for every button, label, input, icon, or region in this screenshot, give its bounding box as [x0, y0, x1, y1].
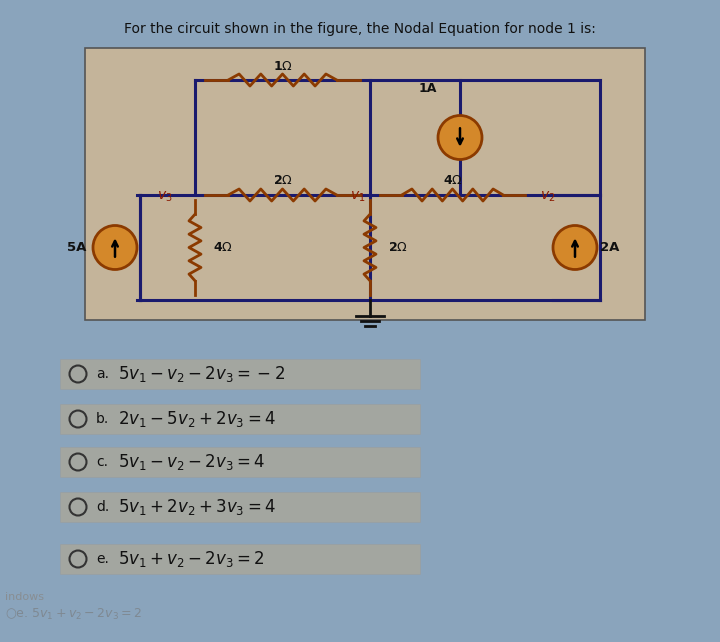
Text: $v_1$: $v_1$ — [349, 190, 365, 204]
Text: e.: e. — [96, 552, 109, 566]
Text: $5v_1 - v_2 - 2v_3 = 4$: $5v_1 - v_2 - 2v_3 = 4$ — [118, 452, 265, 472]
Text: $\bigcirc$e. $5v_1+v_2-2v_3=2$: $\bigcirc$e. $5v_1+v_2-2v_3=2$ — [5, 607, 142, 622]
Text: For the circuit shown in the figure, the Nodal Equation for node 1 is:: For the circuit shown in the figure, the… — [124, 22, 596, 36]
Text: 4$\Omega$: 4$\Omega$ — [213, 241, 233, 254]
Text: 2A: 2A — [600, 241, 620, 254]
Text: $5v_1 - v_2 - 2v_3 = -2$: $5v_1 - v_2 - 2v_3 = -2$ — [118, 364, 285, 384]
Text: $5v_1 + v_2 - 2v_3 = 2$: $5v_1 + v_2 - 2v_3 = 2$ — [118, 549, 265, 569]
Text: $2v_1 - 5v_2 + 2v_3 = 4$: $2v_1 - 5v_2 + 2v_3 = 4$ — [118, 409, 276, 429]
Circle shape — [93, 225, 137, 270]
Text: 1$\Omega$: 1$\Omega$ — [273, 60, 292, 73]
Text: $5v_1 + 2v_2 + 3v_3 = 4$: $5v_1 + 2v_2 + 3v_3 = 4$ — [118, 497, 276, 517]
FancyBboxPatch shape — [60, 404, 420, 434]
FancyBboxPatch shape — [60, 492, 420, 522]
Text: 4$\Omega$: 4$\Omega$ — [443, 175, 462, 187]
Text: indows: indows — [5, 592, 44, 602]
Text: $v_3$: $v_3$ — [158, 190, 173, 204]
FancyBboxPatch shape — [60, 447, 420, 477]
Text: 5A: 5A — [67, 241, 86, 254]
Text: a.: a. — [96, 367, 109, 381]
Text: b.: b. — [96, 412, 109, 426]
Circle shape — [438, 116, 482, 159]
Text: d.: d. — [96, 500, 109, 514]
Text: $v_2$: $v_2$ — [540, 190, 555, 204]
FancyBboxPatch shape — [60, 544, 420, 574]
FancyBboxPatch shape — [85, 48, 645, 320]
Text: c.: c. — [96, 455, 108, 469]
Circle shape — [553, 225, 597, 270]
Text: 1A: 1A — [419, 82, 437, 94]
Text: 2$\Omega$: 2$\Omega$ — [273, 175, 292, 187]
FancyBboxPatch shape — [60, 359, 420, 389]
Text: 2$\Omega$: 2$\Omega$ — [388, 241, 408, 254]
